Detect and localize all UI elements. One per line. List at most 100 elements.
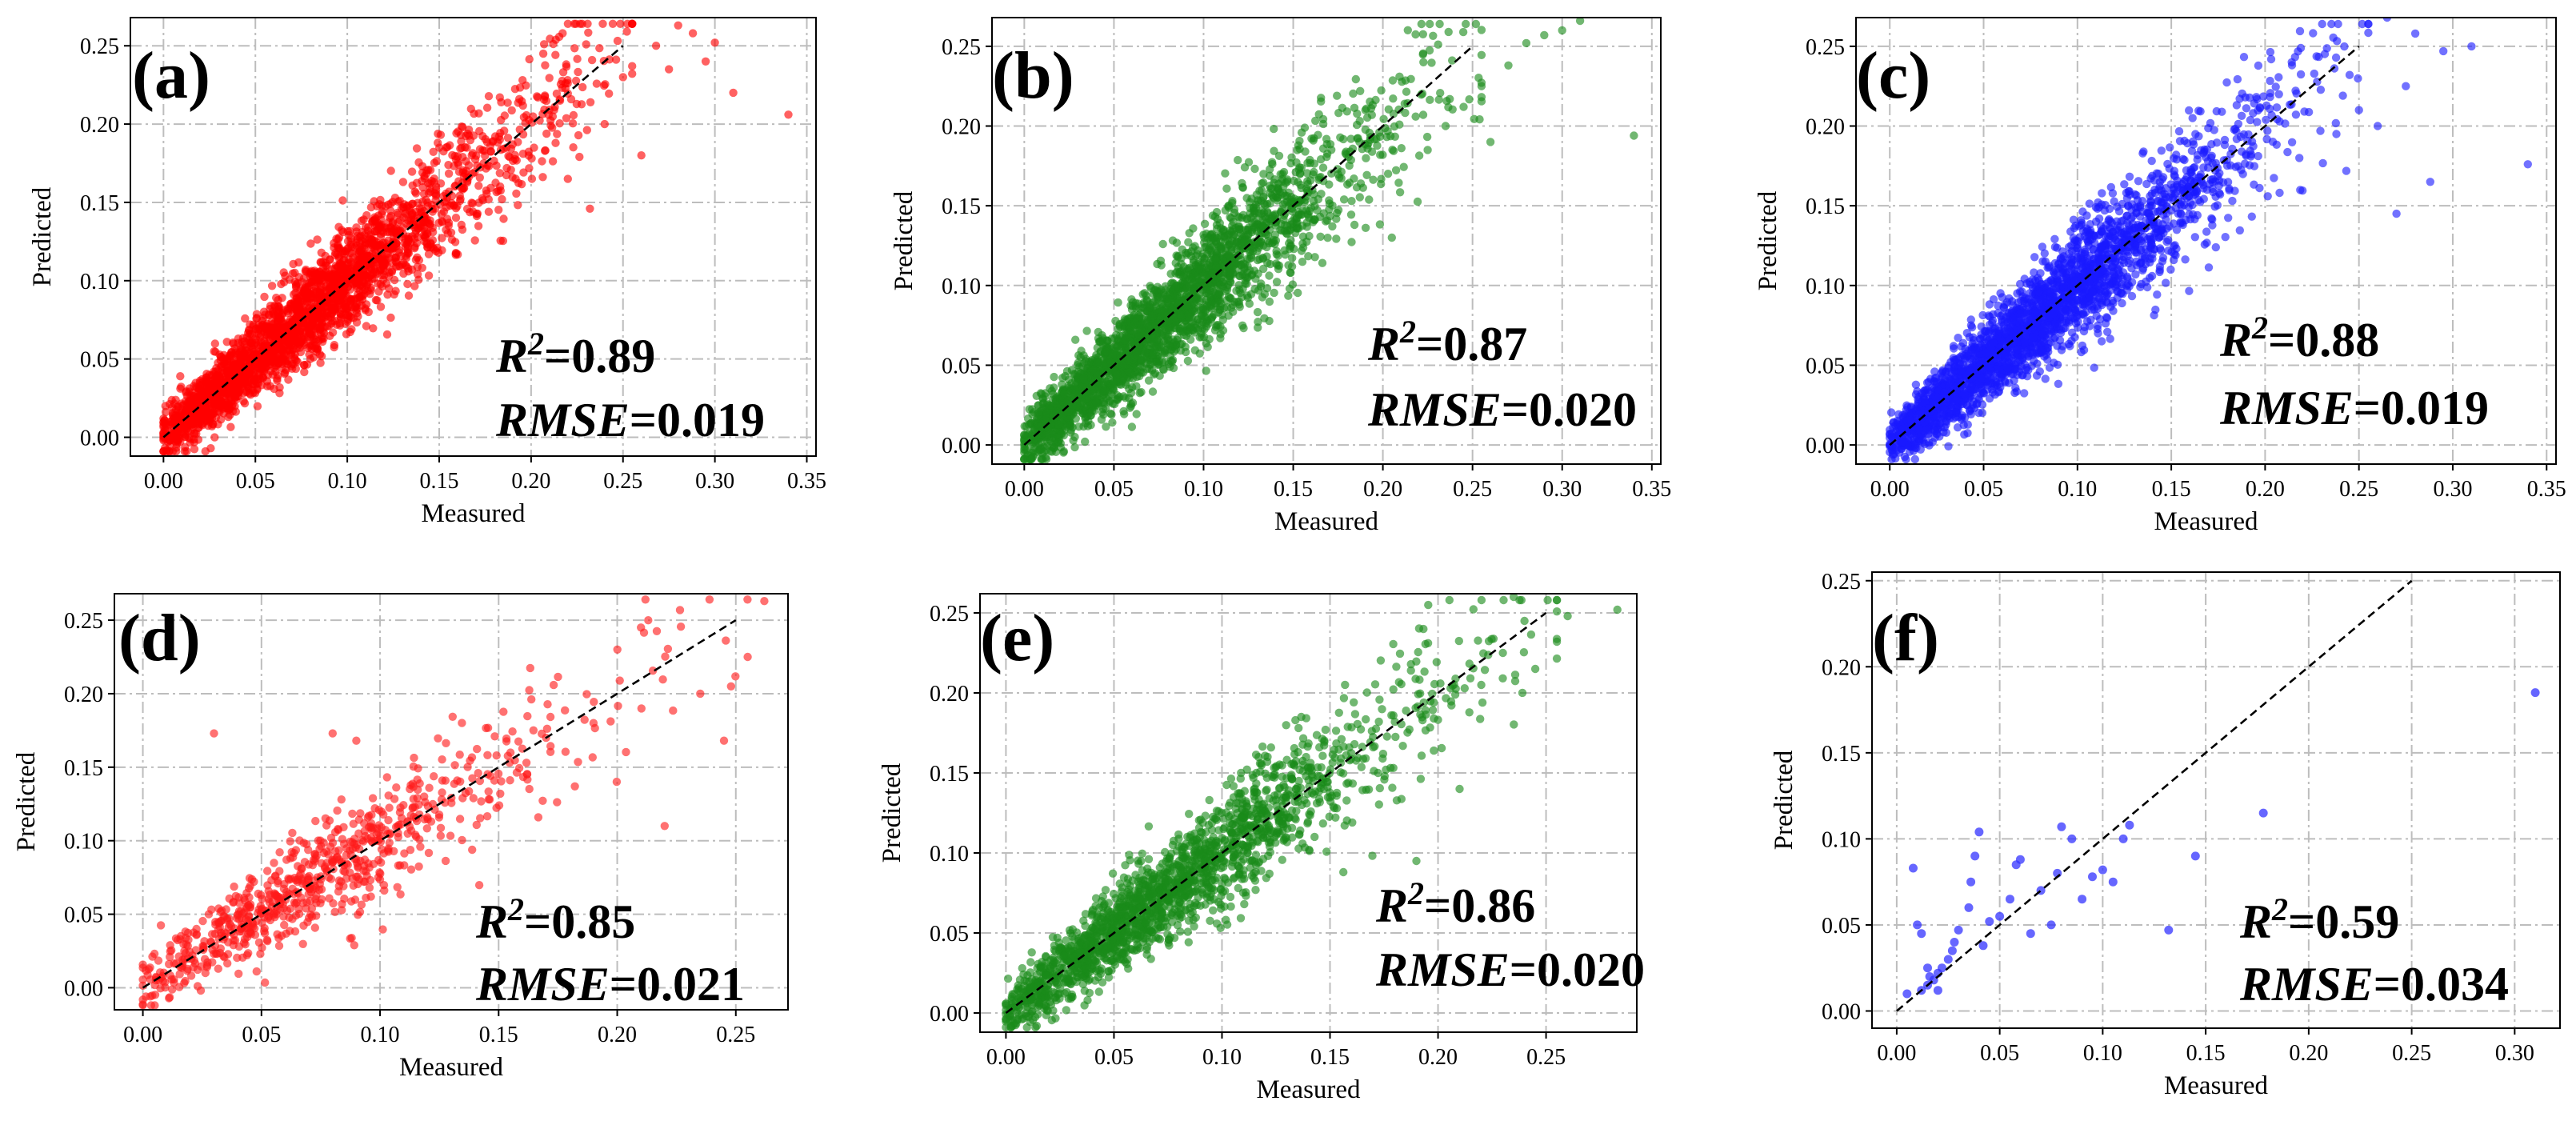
scatter-point [1238, 284, 1247, 294]
scatter-point [166, 417, 174, 426]
scatter-point [474, 222, 483, 230]
scatter-point [430, 158, 439, 167]
scatter-point [313, 235, 322, 244]
scatter-point [574, 130, 583, 140]
scatter-point [1216, 334, 1225, 342]
scatter-point [1402, 87, 1411, 96]
scatter-point [549, 39, 558, 49]
scatter-series [159, 19, 793, 456]
scatter-point [688, 29, 698, 38]
scatter-point [1328, 222, 1337, 231]
scatter-point [1259, 170, 1268, 178]
scatter-point [362, 322, 371, 330]
scatter-point [622, 27, 631, 36]
scatter-point [1316, 232, 1325, 241]
y-tick-label: 0.15 [80, 191, 119, 216]
scatter-point [616, 19, 625, 28]
scatter-point [336, 285, 345, 294]
scatter-point [316, 270, 326, 279]
scatter-point [453, 152, 462, 161]
scatter-point [245, 362, 254, 370]
scatter-point [174, 406, 183, 415]
scatter-point [506, 166, 515, 174]
scatter-point [404, 291, 414, 300]
scatter-point [268, 323, 277, 332]
scatter-point [1355, 117, 1364, 126]
panel-a: 0.00 0.05 0.10 0.15 0.20 0.25 0.30 0.350.000.05… [28, 17, 826, 528]
scatter-point [1477, 97, 1486, 106]
scatter-point [300, 367, 309, 377]
scatter-point [1311, 116, 1320, 126]
scatter-point [534, 93, 542, 102]
scatter-point [439, 207, 449, 216]
scatter-point [1270, 146, 1278, 155]
scatter-point [385, 242, 394, 252]
scatter-point [1429, 31, 1438, 40]
scatter-point [628, 62, 637, 70]
scatter-point [566, 94, 576, 104]
scatter-point [1318, 258, 1327, 267]
scatter-point [494, 206, 503, 214]
scatter-point [293, 298, 302, 306]
scatter-point [466, 208, 474, 217]
scatter-point [1108, 384, 1118, 393]
scatter-point [210, 394, 219, 403]
scatter-point [290, 277, 299, 286]
scatter-point [307, 344, 317, 354]
scatter-point [1394, 178, 1403, 187]
scatter-point [1426, 95, 1434, 104]
scatter-point [290, 268, 299, 278]
scatter-point [262, 382, 272, 390]
scatter-point [481, 134, 490, 144]
scatter-point [1276, 170, 1285, 178]
panel-b: 0.00 0.05 0.10 0.15 0.20 0.25 0.30 0.350.000.05… [890, 17, 1671, 536]
scatter-point [343, 304, 352, 314]
scatter-point [1070, 442, 1079, 452]
scatter-point [315, 350, 325, 359]
scatter-point [582, 40, 590, 49]
scatter-point [442, 197, 451, 206]
scatter-point [1350, 103, 1359, 112]
scatter-point [424, 250, 434, 258]
scatter-point [326, 331, 334, 340]
scatter-point [241, 314, 250, 323]
scatter-point [195, 385, 204, 394]
scatter-point [165, 446, 174, 456]
scatter-point [1050, 372, 1058, 382]
scatter-point [344, 310, 353, 319]
scatter-point [551, 50, 560, 59]
scatter-series [1020, 18, 1638, 464]
scatter-point [282, 322, 291, 330]
scatter-point [185, 384, 194, 393]
scatter-point [1427, 58, 1436, 67]
scatter-point [1471, 19, 1481, 29]
scatter-point [401, 210, 410, 218]
scatter-point [491, 178, 500, 187]
scatter-point [189, 420, 198, 429]
scatter-point [206, 382, 215, 391]
scatter-point [252, 335, 261, 344]
scatter-point [601, 80, 610, 89]
scatter-point [340, 270, 350, 279]
scatter-point [1326, 211, 1334, 221]
scatter-point [586, 204, 594, 213]
scatter-point [1351, 74, 1361, 84]
scatter-point [273, 316, 282, 325]
scatter-point [1034, 447, 1042, 456]
scatter-point [357, 256, 366, 266]
scatter-point [527, 174, 537, 183]
scatter-point [1150, 370, 1158, 379]
scatter-point [202, 373, 211, 382]
scatter-point [1218, 254, 1227, 263]
panel-label: (a) [132, 38, 210, 113]
scatter-point [369, 324, 378, 333]
scatter-point [1200, 219, 1210, 228]
scatter-point [1218, 315, 1228, 324]
scatter-point [1426, 19, 1434, 29]
scatter-point [729, 88, 738, 98]
scatter-point [206, 414, 214, 422]
scatter-point [383, 290, 392, 299]
scatter-point [1286, 268, 1294, 277]
scatter-point [503, 98, 512, 107]
